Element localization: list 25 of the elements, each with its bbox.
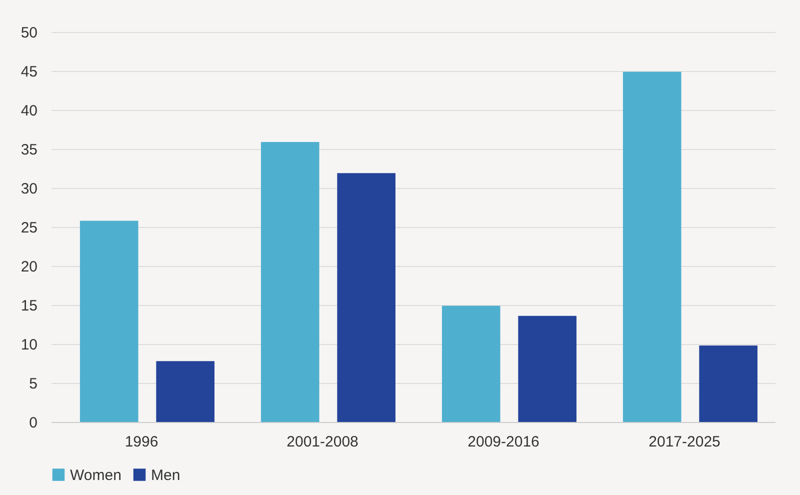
y-tick-label: 0 xyxy=(29,414,38,432)
bar xyxy=(260,142,320,422)
bar xyxy=(699,346,758,422)
y-tick-label: 50 xyxy=(20,24,38,42)
y-tick-label: 35 xyxy=(20,142,38,158)
y-tick-label: 25 xyxy=(20,220,38,236)
bar xyxy=(518,316,576,422)
y-tick-label: 45 xyxy=(20,64,38,80)
y-tick-label: 40 xyxy=(20,102,38,120)
y-tick-label: 30 xyxy=(20,180,38,198)
bar xyxy=(80,220,138,422)
legend-label: Men xyxy=(151,466,180,484)
y-tick-label: 15 xyxy=(20,298,38,314)
y-tick-label: 20 xyxy=(20,258,38,276)
x-tick-label: 2009-2016 xyxy=(468,434,540,450)
y-tick-label: 5 xyxy=(29,376,38,392)
bar xyxy=(442,306,500,422)
bar xyxy=(156,361,214,422)
bar xyxy=(337,173,396,422)
bar xyxy=(622,72,682,422)
x-tick-label: 1996 xyxy=(124,434,158,450)
x-tick-label: 2001-2008 xyxy=(286,434,358,450)
y-tick-label: 10 xyxy=(20,336,38,354)
legend-label: Women xyxy=(70,466,122,484)
x-tick-label: 2017-2025 xyxy=(648,434,720,450)
